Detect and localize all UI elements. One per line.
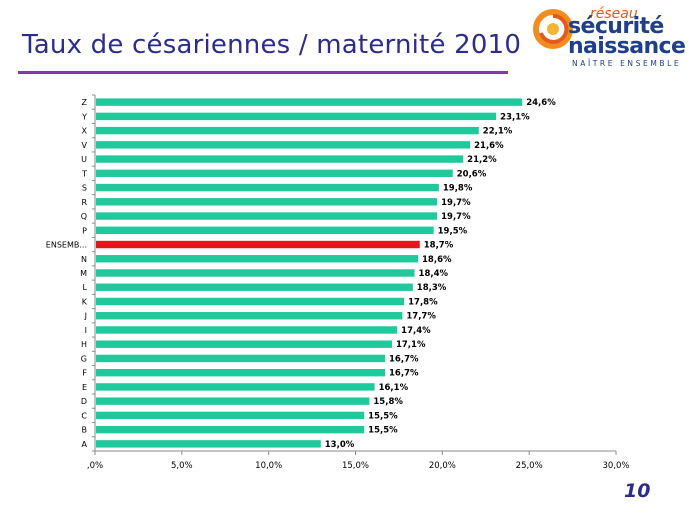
bar-k — [96, 297, 405, 306]
value-label: 17,7% — [406, 312, 436, 322]
category-label: P — [82, 226, 87, 235]
category-label: L — [83, 283, 88, 292]
x-tick-label: 25,0% — [516, 461, 543, 471]
value-label: 15,5% — [368, 426, 398, 436]
bar-d — [96, 397, 370, 405]
value-label: 16,7% — [389, 369, 419, 379]
bar-m — [96, 269, 415, 277]
category-label: U — [81, 155, 87, 164]
value-label: 21,2% — [467, 155, 497, 165]
logo-text-securite: sécurité — [568, 14, 664, 39]
x-tick-label: ,0% — [87, 461, 103, 471]
bar-z — [96, 98, 523, 106]
slide-title: Taux de césariennes / maternité 2010 — [22, 30, 522, 60]
category-label: B — [82, 426, 88, 435]
logo-swirl-icon — [533, 9, 573, 49]
value-label: 17,1% — [396, 340, 426, 350]
value-label: 13,0% — [325, 440, 355, 450]
logo-text-reseau: réseau — [590, 6, 638, 22]
value-label: 15,8% — [373, 397, 403, 407]
x-tick-label: 5,0% — [171, 461, 193, 471]
value-label: 22,1% — [483, 127, 513, 137]
bar-e — [96, 383, 375, 391]
category-label: R — [81, 198, 87, 207]
category-label: N — [81, 255, 87, 264]
value-label: 20,6% — [457, 169, 487, 179]
bar-y — [96, 112, 497, 121]
category-label: T — [81, 169, 87, 178]
value-label: 17,4% — [401, 326, 431, 336]
bar-r — [96, 198, 438, 206]
bar-g — [96, 354, 386, 363]
category-label: K — [82, 297, 88, 306]
reseau-securite-naissance-logo: réseau sécurité naissance NAÎTRE ENSEMBL… — [532, 4, 687, 72]
value-label: 19,7% — [441, 198, 471, 208]
category-label: Q — [81, 212, 87, 221]
value-label: 16,7% — [389, 354, 419, 364]
value-label: 18,7% — [424, 241, 454, 251]
bar-ensemb — [96, 240, 420, 249]
bar-v — [96, 141, 471, 149]
category-label: V — [82, 141, 88, 150]
bar-x — [96, 126, 479, 135]
bar-f — [96, 368, 386, 377]
value-label: 19,7% — [441, 212, 471, 222]
bar-p — [96, 226, 434, 234]
bar-a — [96, 440, 321, 448]
value-label: 19,5% — [438, 226, 468, 236]
value-label: 19,8% — [443, 184, 473, 194]
category-label: E — [82, 383, 87, 392]
title-underline — [18, 71, 508, 74]
category-label: F — [82, 369, 87, 378]
value-label: 15,5% — [368, 411, 398, 421]
bar-i — [96, 326, 398, 334]
bar-q — [96, 212, 438, 220]
category-label: Y — [81, 112, 87, 121]
x-tick-label: 30,0% — [602, 461, 629, 471]
x-tick-label: 10,0% — [255, 461, 282, 471]
logo-text-naissance: naissance — [568, 34, 686, 59]
bar-j — [96, 312, 403, 320]
value-label: 16,1% — [379, 383, 409, 393]
bar-s — [96, 183, 439, 192]
category-label: A — [82, 440, 88, 449]
category-label: C — [81, 411, 87, 420]
category-label: H — [81, 340, 87, 349]
bar-h — [96, 340, 392, 348]
category-label: Z — [82, 98, 88, 107]
bar-c — [96, 411, 365, 420]
value-label: 24,6% — [526, 98, 556, 108]
x-tick-label: 20,0% — [429, 461, 456, 471]
value-label: 21,6% — [474, 141, 504, 151]
bar-n — [96, 255, 419, 263]
value-label: 18,4% — [419, 269, 449, 279]
category-label: J — [84, 312, 87, 321]
category-label: M — [80, 269, 87, 278]
value-label: 17,8% — [408, 297, 438, 307]
bar-b — [96, 425, 365, 434]
category-label: D — [81, 397, 87, 406]
category-label: S — [82, 184, 87, 193]
category-label: G — [81, 354, 87, 363]
value-label: 18,6% — [422, 255, 452, 265]
value-label: 23,1% — [500, 112, 530, 122]
bar-l — [96, 283, 413, 291]
category-label: ENSEMB... — [46, 241, 87, 250]
value-label: 18,3% — [417, 283, 447, 293]
page-number: 10 — [624, 480, 651, 502]
bar-u — [96, 155, 464, 163]
bar-t — [96, 169, 453, 178]
x-tick-label: 15,0% — [342, 461, 369, 471]
category-label: X — [82, 127, 88, 136]
category-label: I — [85, 326, 87, 335]
logo-tagline: NAÎTRE ENSEMBLE — [572, 59, 682, 68]
